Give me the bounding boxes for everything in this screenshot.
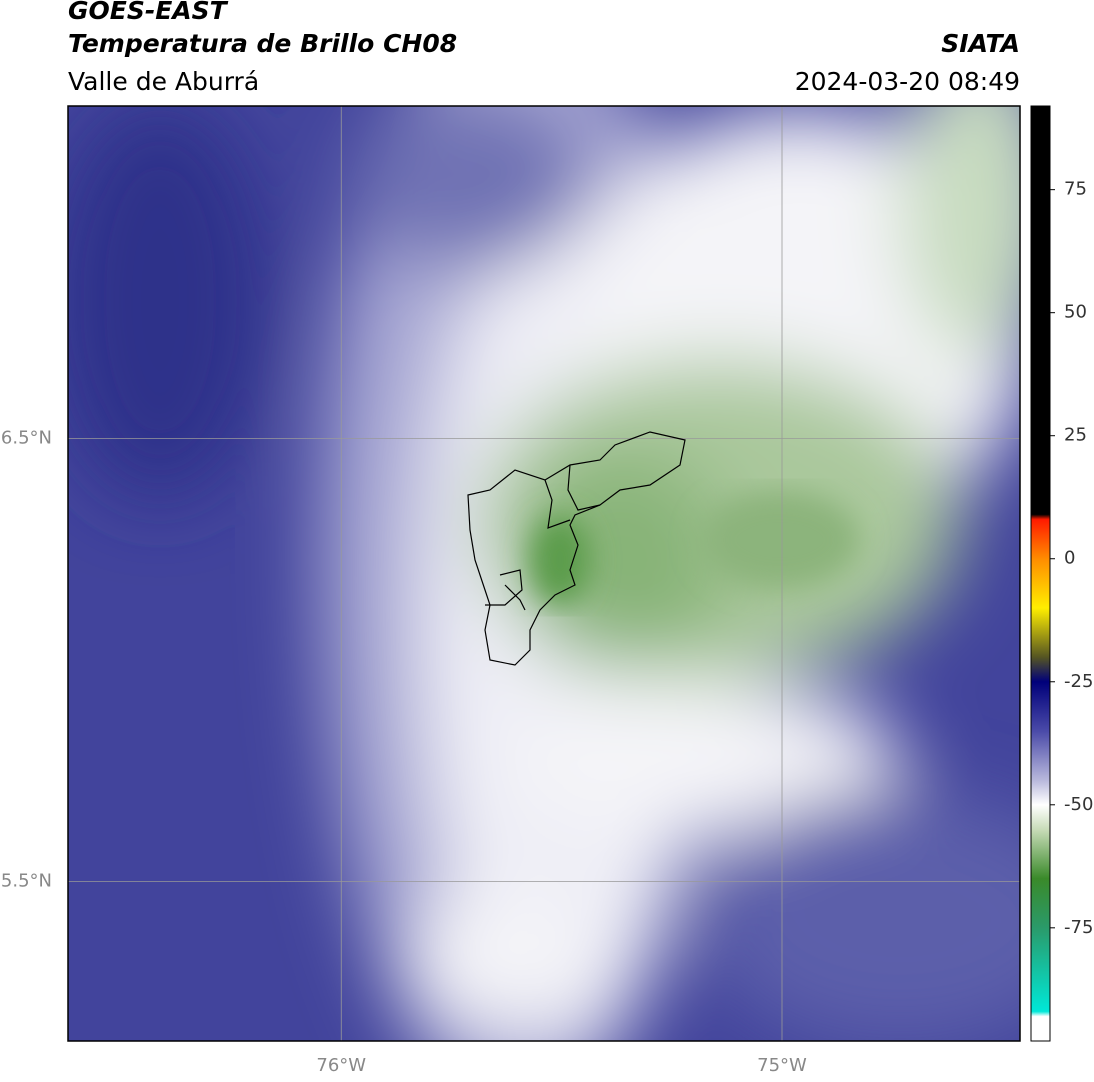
basin-outline [467,431,686,666]
lat-label: 6.5°N [1,427,52,448]
lon-label: 75°W [757,1055,807,1076]
colorbar-ticks: 75 50 25 0 -25 -50 -75 [1050,179,1093,938]
subtitle: Temperatura de Brillo CH08 [68,29,457,58]
colorbar-tick-label: 75 [1064,179,1087,200]
map-field [68,106,1020,1041]
colorbar-tick-label: 50 [1064,302,1087,323]
title: GOES-EAST [68,0,229,25]
colorbar-tick-label: 0 [1064,548,1075,569]
timestamp: 2024-03-20 08:49 [795,67,1020,96]
colorbar-tick-label: -25 [1064,671,1093,692]
source: SIATA [941,29,1020,58]
colorbar-tick-label: -50 [1064,794,1093,815]
region: Valle de Aburrá [68,67,259,96]
map-frame [67,105,1021,1042]
lon-label: 76°W [316,1055,366,1076]
colorbar-tick-label: -75 [1064,917,1093,938]
colorbar-tick-label: 25 [1064,425,1087,446]
graticule: 76°W 75°W 6.5°N 5.5°N [1,106,1020,1076]
colorbar [1030,105,1051,1042]
lat-label: 5.5°N [1,870,52,891]
